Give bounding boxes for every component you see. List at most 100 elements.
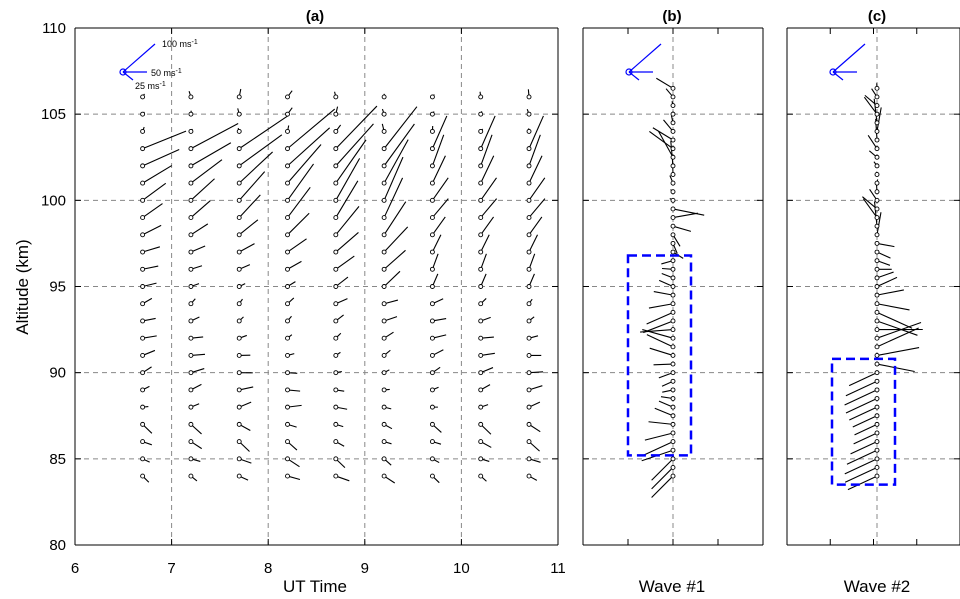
wind-vector (845, 398, 878, 414)
vector-origin (140, 232, 146, 238)
vector-origin (478, 180, 484, 186)
wind-vector (863, 96, 878, 115)
vector-origin (874, 163, 880, 169)
vector-origin (381, 197, 387, 203)
vector-origin (429, 473, 435, 479)
vector-origin (236, 370, 242, 376)
vector-origin (236, 180, 242, 186)
wind-vector (142, 182, 167, 201)
vector-origin (874, 396, 880, 401)
wind-vector (862, 196, 878, 210)
wind-vector (848, 372, 878, 387)
wind-vector (480, 134, 493, 167)
wind-vector (142, 165, 173, 184)
vector-origin (874, 111, 880, 117)
wind-vector (383, 156, 404, 201)
vector-origin (236, 456, 242, 462)
vector-origin (670, 103, 676, 109)
vector-origin (236, 301, 242, 307)
legend-vector-25 (628, 71, 640, 81)
vector-origin (381, 249, 387, 255)
wind-vector (846, 449, 878, 465)
vector-origin (381, 163, 387, 169)
wind-vector (383, 123, 415, 167)
vector-origin (670, 163, 676, 169)
vector-origin (874, 352, 880, 358)
y-tick-label: 110 (42, 20, 66, 37)
vector-origin (874, 318, 880, 324)
vector-origin (526, 128, 532, 134)
vector-origin (381, 215, 387, 221)
vector-origin (874, 232, 880, 238)
highlight-box-b (626, 254, 693, 457)
vector-origin (478, 94, 484, 100)
vector-origin (670, 327, 676, 333)
vector-origin (140, 301, 146, 307)
vector-origin (478, 266, 484, 272)
vector-origin (670, 318, 676, 324)
wind-vector (847, 475, 878, 491)
vector-origin (285, 249, 290, 255)
vector-origin (140, 94, 146, 100)
wind-vector (480, 198, 498, 218)
vector-origin (670, 396, 676, 401)
wind-vector (287, 260, 302, 270)
y-tick-label: 100 (41, 192, 66, 209)
vector-origin (874, 344, 880, 350)
vector-origin (670, 94, 676, 100)
vector-origin (236, 335, 242, 341)
wind-vector (287, 238, 307, 253)
panel-b-title: (b) (662, 8, 681, 25)
wind-vector (653, 291, 674, 296)
vector-origin (333, 180, 339, 186)
wind-vector (658, 372, 674, 379)
y-tick-label: 85 (49, 451, 66, 468)
vector-origin (478, 421, 484, 427)
vector-origin (526, 456, 532, 462)
vector-origin (526, 180, 532, 186)
wind-vector (238, 219, 259, 236)
vector-origin (874, 128, 880, 134)
vector-origin (670, 240, 676, 246)
vector-origin (670, 275, 676, 281)
vector-origin (526, 266, 532, 272)
vector-origin (381, 352, 387, 358)
vector-origin (381, 404, 387, 410)
vector-origin (874, 430, 880, 436)
vector-origin (381, 180, 387, 186)
vector-origin (874, 335, 880, 341)
panel-a-xlabel: UT Time (283, 577, 347, 596)
vector-origin (429, 456, 435, 462)
vector-origin (381, 387, 387, 393)
wind-vector (651, 458, 674, 481)
vector-origin (285, 94, 290, 100)
vector-origin (236, 439, 242, 445)
vector-origin (333, 439, 339, 445)
vector-origin (333, 163, 339, 169)
vector-origin (333, 352, 339, 358)
vector-origin (874, 327, 880, 333)
wind-vector (335, 255, 355, 270)
vector-origin (478, 284, 484, 289)
vector-origin (670, 292, 676, 298)
vector-origin (285, 318, 290, 324)
vector-origin (236, 318, 242, 324)
vector-origin (236, 111, 242, 117)
wind-vector (849, 406, 878, 421)
vector-origin (236, 232, 242, 238)
vector-origin (670, 404, 676, 410)
vector-origin (526, 352, 532, 358)
vector-origin (188, 335, 194, 341)
vector-origin (526, 94, 532, 100)
wind-vector (845, 380, 878, 397)
vector-origin (429, 421, 435, 427)
vector-origin (140, 456, 146, 462)
vector-origin (381, 439, 387, 445)
vector-origin (188, 439, 194, 445)
vector-origin (140, 421, 146, 427)
vector-origin (333, 146, 339, 152)
y-tick-label: 90 (49, 365, 66, 382)
vector-origin (874, 275, 880, 281)
vector-origin (478, 163, 484, 169)
vector-origin (874, 439, 880, 445)
